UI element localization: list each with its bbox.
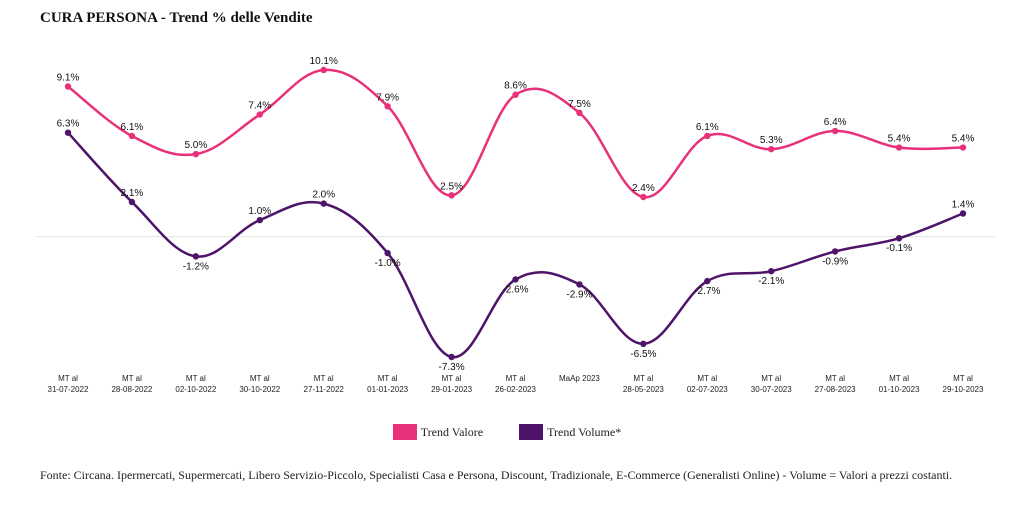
data-label-trend-volume: 6.3% (57, 119, 80, 130)
legend-item-trend-volume: Trend Volume* (519, 424, 621, 440)
data-point-trend-valore (64, 83, 72, 90)
data-label-trend-volume: 1.4% (952, 200, 975, 211)
data-point-trend-volume (512, 276, 519, 283)
x-tick-label: MT al 01-10-2023 (879, 374, 920, 394)
data-label-trend-volume: -2.6% (502, 284, 528, 295)
x-tick-label: MT al 26-02-2023 (495, 374, 536, 394)
data-point-trend-valore (384, 103, 391, 110)
data-point-trend-volume (895, 235, 903, 242)
data-label-trend-volume: -1.2% (183, 261, 209, 272)
x-tick-label: MT al 30-07-2023 (751, 374, 792, 394)
legend-swatch-trend-volume (519, 424, 544, 440)
x-tick-label: MT al 28-08-2022 (111, 374, 152, 394)
data-label-trend-volume: -7.3% (439, 362, 465, 373)
x-tick-group: MT al 31-07-2022 MT al 28-08-2022 MT al 02-10… (48, 374, 984, 394)
chart-title: CURA PERSONA - Trend % delle Vendite (40, 10, 313, 26)
x-tick-label: MT al 27-08-2023 (815, 374, 856, 394)
source-note: Fonte: Circana. Ipermercati, Supermercat… (40, 468, 953, 482)
data-label-trend-volume: 2.1% (121, 188, 144, 199)
data-label-trend-valore: 10.1% (310, 56, 338, 67)
data-label-trend-volume: -2.7% (694, 286, 720, 297)
x-tick-label: MT al 27-11-2022 (304, 374, 345, 394)
data-label-trend-valore: 5.0% (184, 140, 207, 151)
data-point-trend-valore (768, 145, 775, 153)
data-label-trend-valore: 7.9% (376, 92, 399, 103)
data-label-trend-volume: -6.5% (630, 349, 656, 360)
data-point-trend-valore (640, 193, 647, 201)
x-tick-label: MT al 31-07-2022 (48, 374, 89, 394)
data-label-trend-volume: 1.0% (248, 206, 271, 217)
legend-label-trend-volume: Trend Volume* (547, 424, 622, 439)
legend-swatch-trend-valore (392, 424, 417, 440)
data-point-trend-valore (704, 132, 711, 140)
data-label-trend-volume: -2.9% (566, 289, 592, 300)
data-point-trend-valore (256, 111, 263, 118)
data-point-trend-volume (768, 268, 775, 275)
data-point-trend-volume (959, 210, 967, 217)
data-label-trend-volume: -2.1% (758, 276, 784, 287)
x-tick-label: MT al 02-07-2023 (687, 374, 728, 394)
x-tick-label: MT al 29-10-2023 (943, 374, 984, 394)
data-label-trend-volume: 2.0% (312, 190, 335, 201)
data-label-trend-valore: 5.4% (952, 134, 975, 145)
data-point-trend-valore (128, 132, 136, 140)
data-point-trend-volume (192, 253, 200, 260)
legend-label-trend-valore: Trend Valore (420, 424, 484, 439)
data-point-trend-valore (895, 144, 903, 151)
data-point-trend-volume (128, 198, 136, 206)
data-label-trend-valore: 2.5% (440, 181, 463, 192)
data-label-trend-valore: 2.4% (632, 183, 655, 194)
legend: Trend Valore Trend Volume* (0, 424, 1014, 440)
data-point-trend-valore (448, 192, 455, 199)
data-label-trend-valore: 8.6% (504, 81, 527, 92)
data-label-trend-valore: 7.5% (568, 99, 591, 110)
data-point-trend-volume (384, 249, 391, 257)
data-label-group: 9.1% 6.1% 5.0% 7.4% 10.1% 7.9% 2.5% 8.6% 7.5% 2.4… (57, 56, 975, 373)
series-line-trend-valore (67, 68, 964, 199)
series-line-trend-volume (67, 131, 964, 359)
x-tick-label: MT al 02-10-2022 (175, 374, 216, 394)
x-tick-label: MT al 01-01-2023 (367, 374, 408, 394)
data-point-trend-valore (512, 91, 519, 98)
data-label-trend-valore: 6.1% (121, 122, 144, 133)
x-tick-label: MaAp 2023 (559, 374, 600, 383)
data-point-trend-volume (640, 340, 647, 348)
data-point-trend-valore (192, 150, 200, 158)
data-label-trend-valore: 6.4% (824, 117, 847, 128)
x-tick-label: MT al 29-01-2023 (431, 374, 472, 394)
legend-item-trend-valore: Trend Valore (392, 424, 484, 440)
data-point-trend-volume (576, 281, 583, 288)
data-point-trend-volume (831, 248, 839, 255)
x-tick-label: MT al 30-10-2022 (239, 374, 280, 394)
data-label-trend-valore: 7.4% (248, 101, 271, 112)
series-group (64, 66, 967, 361)
data-point-trend-volume (320, 200, 327, 207)
data-point-trend-volume (64, 129, 72, 136)
data-point-trend-valore (959, 144, 967, 151)
data-point-trend-volume (704, 277, 711, 285)
data-point-trend-valore (576, 109, 583, 117)
data-point-trend-valore (320, 66, 327, 74)
data-label-trend-valore: 9.1% (57, 72, 80, 83)
data-label-trend-valore: 5.3% (760, 135, 783, 146)
data-label-trend-valore: 6.1% (696, 122, 719, 133)
data-point-trend-volume (448, 353, 455, 361)
data-label-trend-volume: -0.1% (886, 243, 912, 254)
data-point-trend-valore (831, 127, 839, 135)
data-label-trend-volume: -0.9% (822, 256, 848, 267)
data-point-trend-volume (256, 216, 263, 224)
data-label-trend-valore: 5.4% (888, 134, 911, 145)
x-tick-label: MT al 28-05-2023 (623, 374, 664, 394)
data-label-trend-volume: -1.0% (375, 258, 401, 269)
line-chart: 9.1% 6.1% 5.0% 7.4% 10.1% 7.9% 2.5% 8.6% 7.5% 2.4… (36, 56, 995, 394)
